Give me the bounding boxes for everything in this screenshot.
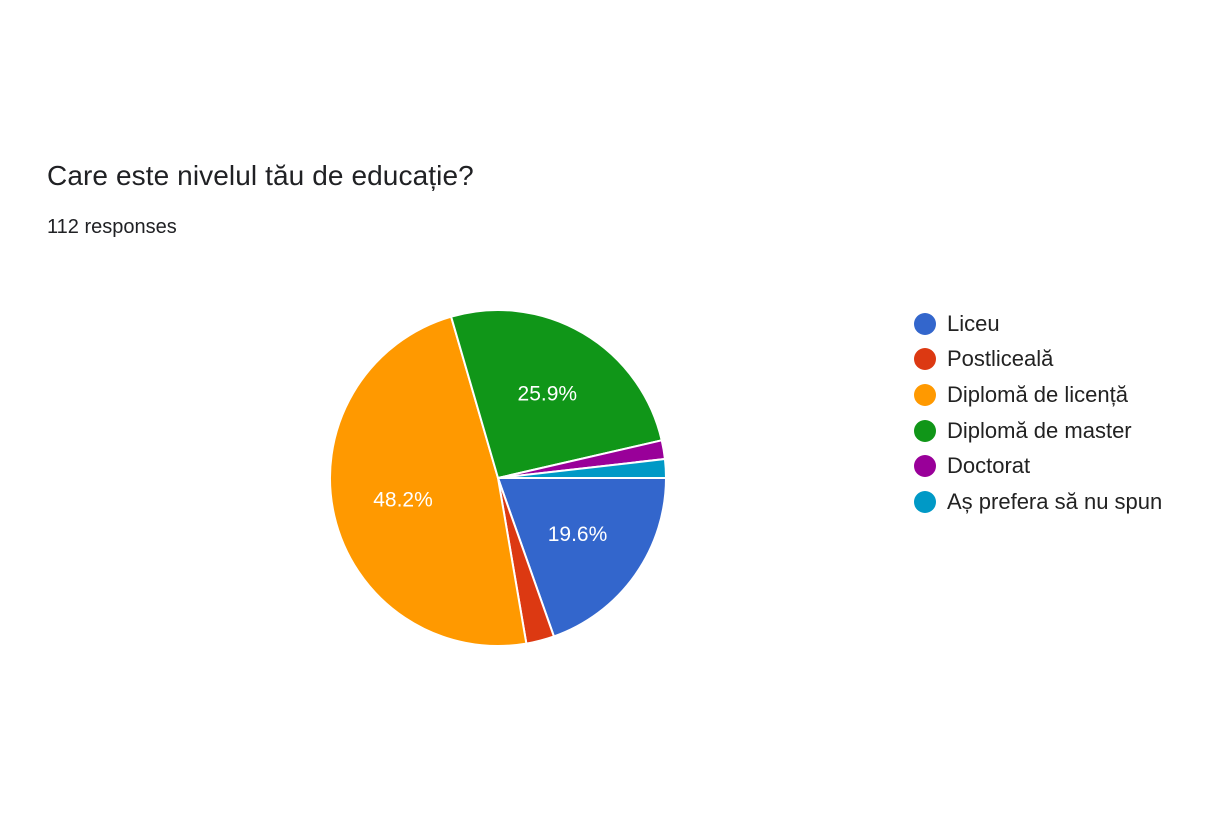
legend-item[interactable]: Postliceală (914, 342, 1162, 378)
legend-label: Liceu (947, 310, 1000, 336)
legend-label: Postliceală (947, 346, 1054, 372)
pie-slice-6[interactable] (497, 458, 668, 479)
slice-data-label: 19.6% (548, 523, 608, 546)
legend-item[interactable]: Diplomă de licență (914, 377, 1162, 413)
legend-item[interactable]: Liceu (914, 306, 1162, 342)
pie-slice-3[interactable] (329, 315, 528, 647)
legend-swatch (914, 419, 936, 442)
legend-item[interactable]: Diplomă de master (914, 413, 1162, 449)
legend-swatch (914, 312, 936, 335)
legend-label: Diplomă de master (947, 417, 1132, 443)
slice-data-label: 25.9% (518, 383, 578, 406)
question-title: Care este nivelul tău de educație? (47, 160, 474, 191)
legend-swatch (914, 455, 936, 478)
legend-item[interactable]: Aș prefera să nu spun (914, 484, 1162, 520)
legend-label: Aș prefera să nu spun (947, 488, 1163, 514)
slice-data-label: 48.2% (373, 488, 433, 511)
legend-swatch (914, 383, 936, 406)
pie-slice-4[interactable] (450, 309, 663, 479)
legend-item[interactable]: Doctorat (914, 448, 1162, 484)
legend-swatch (914, 490, 936, 513)
chart-legend: Liceu Postliceală Diplomă de licență Diplom… (914, 306, 1162, 520)
legend-label: Doctorat (947, 453, 1031, 479)
legend-swatch (914, 348, 936, 371)
response-count: 112 responses (47, 216, 177, 238)
legend-label: Diplomă de licență (947, 381, 1128, 407)
